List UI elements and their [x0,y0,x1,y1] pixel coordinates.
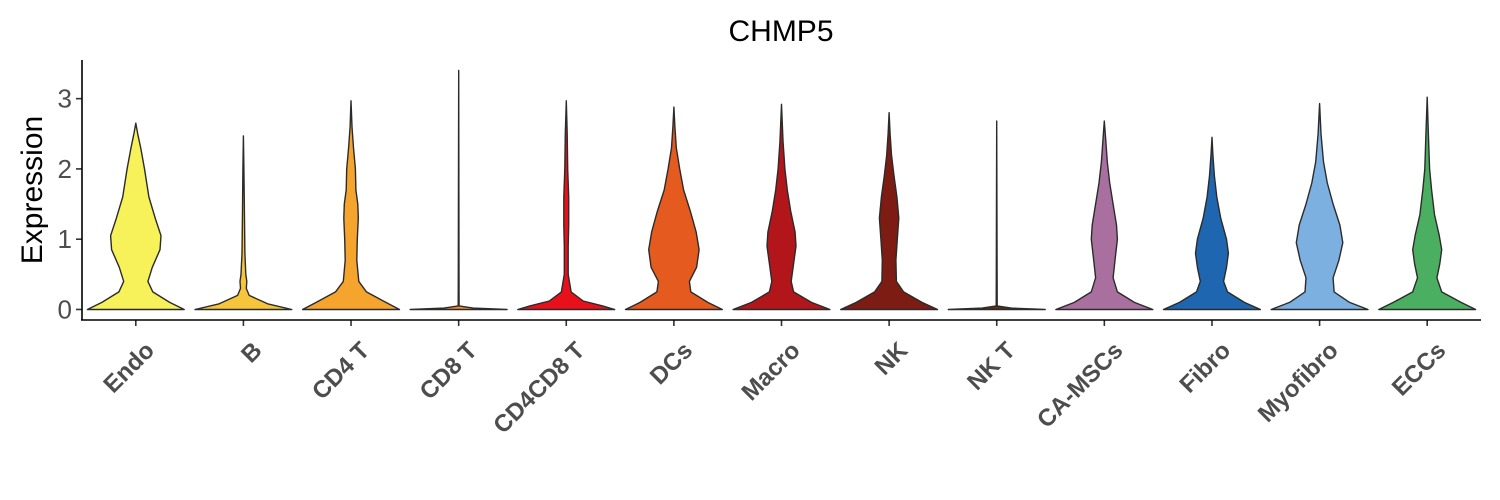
x-tick-label: CD4CD8 T [488,337,590,439]
x-tick-label: CA-MSCs [1032,337,1128,433]
x-tick-label: B [236,337,267,368]
x-tick-label: Endo [98,337,160,399]
violin-eccs [1378,96,1477,311]
violin-myofibro [1270,102,1369,311]
x-tick-label: NK [870,337,914,381]
x-tick-label: CD8 T [415,337,483,405]
y-tick-label: 0 [58,294,72,324]
x-tick-label: CD4 T [307,337,375,405]
x-axis-ticks: Endo B CD4 T CD8 T CD4CD8 T DCs Macro NK NK T CA-… [98,320,1451,439]
x-tick-label: DCs [645,337,698,390]
violin-ca-mscs [1055,120,1154,311]
violins-layer [86,69,1477,311]
x-tick-label: Fibro [1175,337,1237,399]
violin-endo [86,122,185,311]
violin-cd8-t [409,69,508,311]
y-tick-label: 1 [58,224,72,254]
violin-b [194,135,293,311]
x-tick-label: Myofibro [1253,337,1344,428]
violin-cd4cd8-t [517,100,616,311]
violin-macro [732,103,831,311]
y-axis-ticks: 0 1 2 3 [58,84,82,324]
y-axis-label: Expression [16,116,49,264]
x-tick-label: NK T [962,337,1021,396]
y-tick-label: 3 [58,84,72,114]
x-tick-label: ECCs [1387,337,1451,401]
violin-nk [840,112,939,311]
violin-nk-t [947,120,1046,311]
violin-cd4-t [301,100,401,311]
violin-dcs [624,106,723,311]
violin-fibro [1162,136,1262,311]
x-tick-label: Macro [737,337,806,406]
chart-title: CHMP5 [728,15,833,48]
y-tick-label: 2 [58,154,72,184]
